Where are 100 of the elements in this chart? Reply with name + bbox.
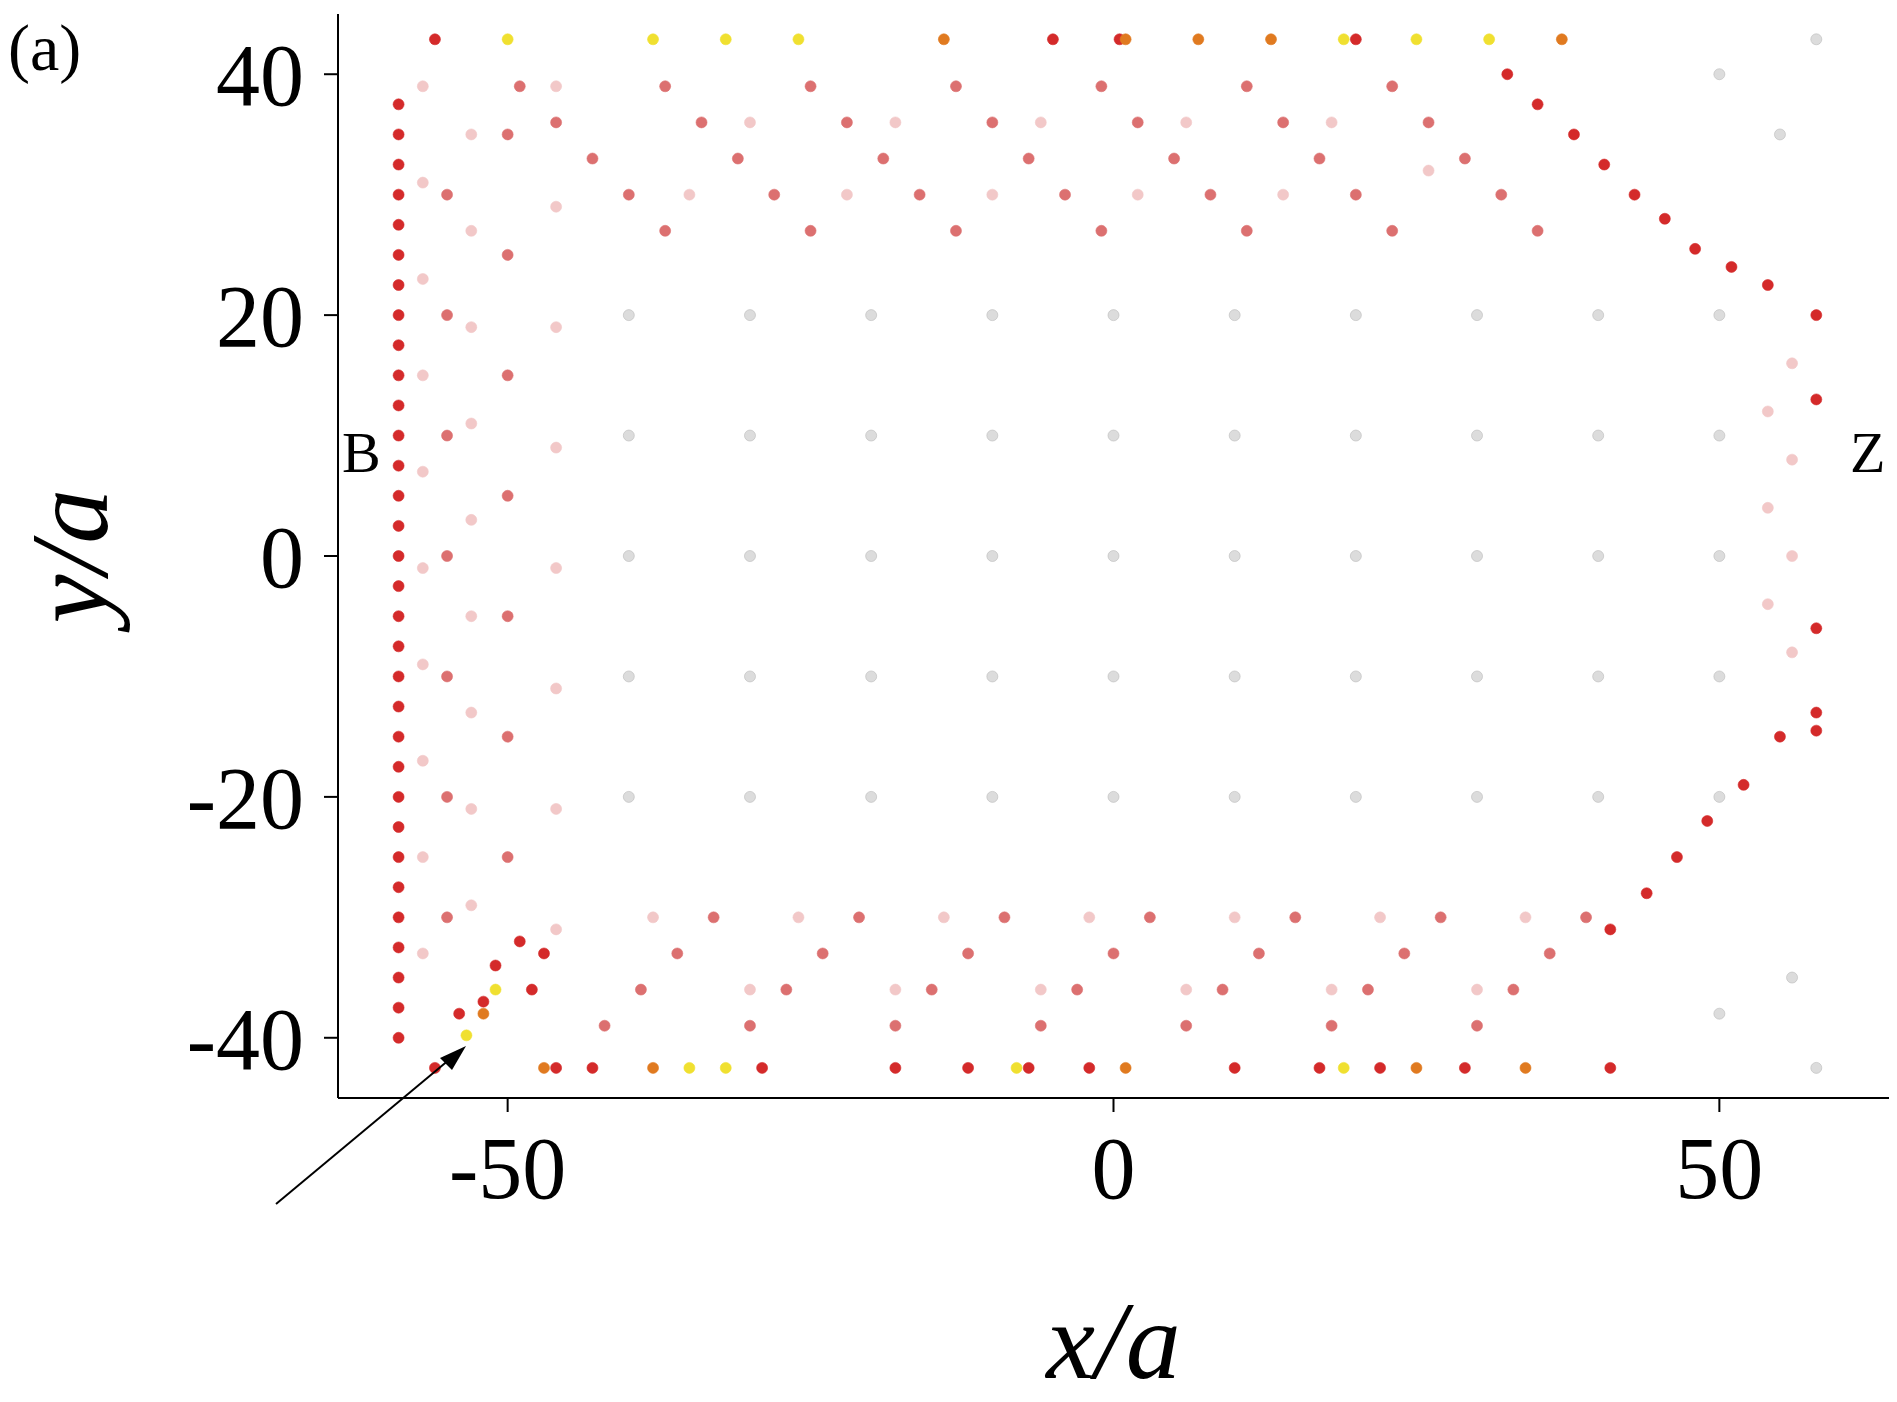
point: [1107, 550, 1120, 562]
point: [501, 33, 514, 46]
point: [1471, 429, 1483, 442]
y-tick-label: -20: [186, 750, 304, 848]
point: [623, 791, 635, 803]
point: [1810, 33, 1823, 46]
point: [1592, 429, 1604, 442]
point: [744, 983, 756, 996]
point: [538, 1062, 550, 1074]
point: [1107, 791, 1120, 803]
point: [865, 791, 877, 803]
point: [1350, 309, 1362, 321]
point: [1192, 33, 1205, 46]
point: [465, 321, 478, 333]
point: [1786, 646, 1798, 659]
point: [1228, 309, 1241, 321]
point: [1180, 983, 1192, 996]
point: [841, 188, 853, 201]
point: [1713, 1007, 1726, 1020]
point: [719, 33, 732, 46]
point: [465, 514, 478, 526]
point: [1374, 911, 1386, 924]
point: [465, 610, 478, 623]
point: [1471, 983, 1483, 996]
point: [1119, 33, 1132, 46]
point: [1337, 1062, 1350, 1074]
point: [550, 923, 562, 936]
point: [623, 309, 635, 321]
point: [477, 1007, 490, 1020]
y-axis-title: y/a: [9, 488, 132, 634]
point: [647, 33, 659, 46]
point: [1350, 791, 1362, 803]
point: [417, 658, 429, 671]
point: [1762, 598, 1774, 610]
point: [865, 429, 877, 442]
y-tick-label: 40: [216, 27, 304, 125]
point: [986, 188, 999, 201]
point: [1592, 550, 1604, 562]
point: [986, 429, 999, 442]
point: [550, 321, 562, 333]
point: [1592, 309, 1604, 321]
point: [465, 899, 478, 912]
point: [865, 670, 877, 683]
point: [1035, 116, 1047, 129]
point: [550, 441, 562, 454]
point: [1277, 188, 1289, 201]
point: [1265, 33, 1277, 46]
x-tick-label: 50: [1675, 1120, 1764, 1218]
point: [1774, 128, 1786, 141]
point: [889, 116, 902, 129]
point: [1410, 33, 1423, 46]
point: [460, 1029, 473, 1042]
point: [1228, 670, 1241, 683]
point: [1107, 429, 1120, 442]
point: [1083, 911, 1096, 924]
point: [1228, 911, 1241, 924]
point: [1422, 164, 1435, 177]
point: [1119, 1062, 1132, 1074]
point: [1713, 309, 1726, 321]
point: [1556, 33, 1568, 46]
point: [417, 562, 429, 574]
point: [1107, 670, 1120, 683]
point: [1519, 911, 1532, 924]
point: [938, 911, 950, 924]
point: [417, 80, 429, 93]
point: [1228, 791, 1241, 803]
point: [550, 682, 562, 695]
point: [986, 550, 999, 562]
point: [1010, 1062, 1023, 1074]
point: [417, 754, 429, 767]
point: [1713, 670, 1726, 683]
point: [1350, 550, 1362, 562]
point: [744, 670, 756, 683]
point: [1471, 550, 1483, 562]
point: [1483, 33, 1495, 46]
point: [865, 309, 877, 321]
point: [1713, 550, 1726, 562]
point: [623, 550, 635, 562]
x-tick-label: -50: [448, 1120, 567, 1218]
point: [744, 309, 756, 321]
point: [683, 1062, 696, 1074]
point: [1410, 1062, 1423, 1074]
point: [1810, 1062, 1823, 1074]
point: [1471, 309, 1483, 321]
point: [744, 429, 756, 442]
point: [1762, 405, 1774, 418]
point: [1180, 116, 1192, 129]
point: [417, 851, 429, 863]
point: [417, 465, 429, 478]
point: [1350, 670, 1362, 683]
point: [986, 791, 999, 803]
point: [1519, 1062, 1532, 1074]
point: [1592, 670, 1604, 683]
point: [1713, 68, 1726, 81]
point: [683, 188, 696, 201]
point: [744, 116, 756, 129]
x-tick-label: 0: [1091, 1120, 1136, 1218]
point: [865, 550, 877, 562]
point: [417, 947, 429, 960]
y-tick-label: 0: [260, 509, 304, 607]
